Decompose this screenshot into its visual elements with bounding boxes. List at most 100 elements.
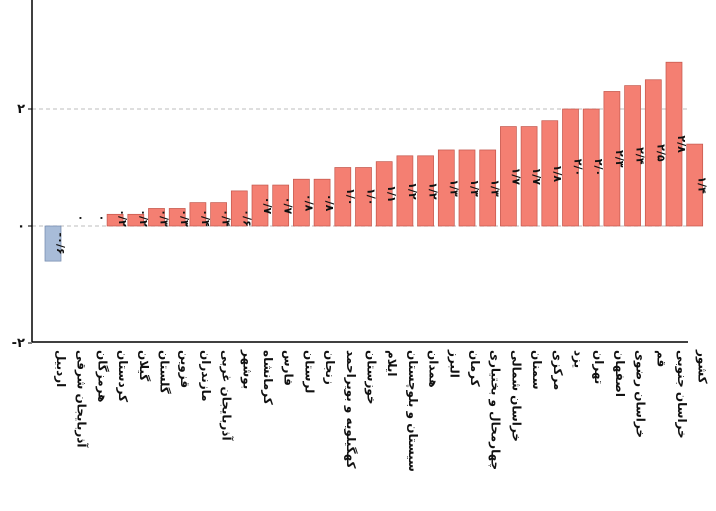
category-label: خراسان جنوبی bbox=[674, 350, 689, 439]
bar bbox=[334, 167, 352, 227]
value-label: ۱/۳ bbox=[447, 179, 460, 197]
category-label: چهارمحال و بختیاری bbox=[488, 350, 503, 470]
bar bbox=[313, 178, 331, 227]
bar bbox=[686, 143, 704, 227]
value-label: ۲/۰ bbox=[572, 159, 585, 176]
value-label: ۱/۸ bbox=[551, 165, 564, 183]
category-label: لرستان bbox=[302, 350, 316, 393]
value-label: ۰/۲ bbox=[137, 209, 150, 227]
value-label: ۰/۳ bbox=[158, 209, 171, 227]
category-label: همدان bbox=[427, 350, 441, 388]
value-label: ۰/۷ bbox=[282, 197, 295, 215]
value-label: ۰/۷ bbox=[261, 197, 274, 215]
category-label: گیلان bbox=[137, 350, 151, 381]
category-label: قزوین bbox=[177, 350, 192, 388]
category-label: کرمانشاه bbox=[261, 350, 275, 405]
value-labels: -۰/۶ ۰ ۰ ۰/۲ ۰/۲ ۰/۳ ۰/۳ ۰/۴ ۰/۴ ۰/۶ ۰/۷ ۰/۷ ۰/۸ ۰/۸ ۱… bbox=[54, 135, 709, 254]
value-label: ۲/۴ bbox=[634, 147, 647, 165]
bar bbox=[251, 184, 269, 227]
value-label: -۰/۶ bbox=[54, 233, 67, 255]
value-label: ۱/۳ bbox=[489, 179, 502, 197]
bar bbox=[644, 79, 662, 227]
category-label: کهگیلویه و بویراحمد bbox=[343, 350, 358, 469]
category-label: گلستان bbox=[158, 350, 172, 394]
value-label: ۰/۸ bbox=[323, 194, 336, 212]
y-tick-label: ۲ bbox=[17, 102, 25, 117]
bar bbox=[189, 202, 207, 227]
value-label: ۱/۴ bbox=[696, 176, 709, 194]
category-label: ایلام bbox=[384, 350, 399, 377]
value-label: ۰/۲ bbox=[116, 209, 129, 227]
value-label: ۱/۷ bbox=[509, 168, 522, 186]
category-label: خوزستان bbox=[364, 350, 379, 405]
value-label: ۲/۰ bbox=[592, 159, 605, 176]
value-label: ۰/۴ bbox=[220, 209, 233, 227]
bar bbox=[500, 126, 517, 227]
bar bbox=[603, 91, 621, 227]
category-label: آذربایجان شرقی bbox=[75, 350, 90, 448]
category-label: مازندران bbox=[199, 350, 213, 402]
bar bbox=[520, 126, 538, 227]
bar bbox=[293, 178, 310, 227]
category-labels: اردبیل آذربایجان شرقی هرمزگان کردستان گیلان گ… bbox=[54, 349, 710, 472]
bar bbox=[396, 155, 414, 227]
bar bbox=[230, 190, 248, 227]
value-label: ۱/۳ bbox=[468, 179, 481, 197]
category-label: قم bbox=[654, 350, 668, 367]
category-label: کشور bbox=[695, 349, 710, 384]
category-label: سمنان bbox=[530, 350, 544, 390]
bar bbox=[624, 85, 641, 227]
bar bbox=[541, 120, 559, 227]
value-label: ۱/۲ bbox=[406, 182, 419, 200]
category-label: فارس bbox=[282, 350, 296, 386]
category-label: آذربایجان غربی bbox=[220, 350, 235, 441]
bar bbox=[458, 149, 476, 227]
value-label: ۰ bbox=[95, 215, 108, 222]
value-label: ۱/۲ bbox=[427, 182, 440, 200]
bar bbox=[355, 167, 372, 227]
category-label: خراسان شمالی bbox=[509, 350, 523, 442]
category-label: یزد bbox=[572, 350, 586, 368]
axes-group bbox=[31, 0, 688, 343]
category-label: کرمان bbox=[468, 350, 482, 387]
category-label: بوشهر bbox=[239, 349, 254, 389]
y-tick-label: -۲ bbox=[12, 336, 25, 351]
value-label: ۰/۸ bbox=[302, 194, 315, 212]
bar bbox=[665, 61, 683, 227]
category-label: اصفهان bbox=[613, 350, 627, 397]
bar bbox=[375, 161, 393, 227]
value-label: ۰/۴ bbox=[199, 209, 212, 227]
y-tick-label: ۰ bbox=[17, 219, 25, 234]
value-label: ۱/۷ bbox=[530, 168, 543, 186]
value-label: ۱/۰ bbox=[344, 188, 357, 205]
bar bbox=[417, 155, 434, 227]
value-label: ۲/۵ bbox=[654, 144, 667, 162]
value-label: ۱/۰ bbox=[365, 188, 378, 205]
category-label: کردستان bbox=[116, 350, 130, 402]
bar bbox=[479, 149, 497, 227]
bar bbox=[148, 208, 165, 227]
bar bbox=[272, 184, 290, 227]
bar bbox=[562, 108, 579, 227]
bar bbox=[437, 149, 455, 227]
category-label: اردبیل bbox=[54, 350, 68, 387]
bar bbox=[127, 213, 145, 227]
value-label: ۲/۳ bbox=[613, 150, 626, 168]
bars-group bbox=[44, 61, 704, 262]
category-label: تهران bbox=[592, 350, 606, 384]
value-label: ۱/۱ bbox=[385, 185, 398, 202]
value-label: ۲/۸ bbox=[675, 135, 688, 153]
category-label: سیستان و بلوچستان bbox=[405, 350, 420, 472]
value-label: ۰/۶ bbox=[240, 209, 253, 226]
value-label: ۰/۳ bbox=[178, 209, 191, 227]
value-label: ۰ bbox=[75, 215, 88, 222]
category-label: هرمزگان bbox=[95, 350, 109, 402]
category-label: زنجان bbox=[323, 350, 337, 385]
bar bbox=[582, 108, 600, 227]
bar bbox=[168, 208, 186, 227]
category-label: البرز bbox=[447, 349, 461, 378]
bar bbox=[106, 213, 124, 227]
bar bbox=[44, 225, 62, 262]
category-label: خراسان رضوی bbox=[633, 350, 648, 438]
